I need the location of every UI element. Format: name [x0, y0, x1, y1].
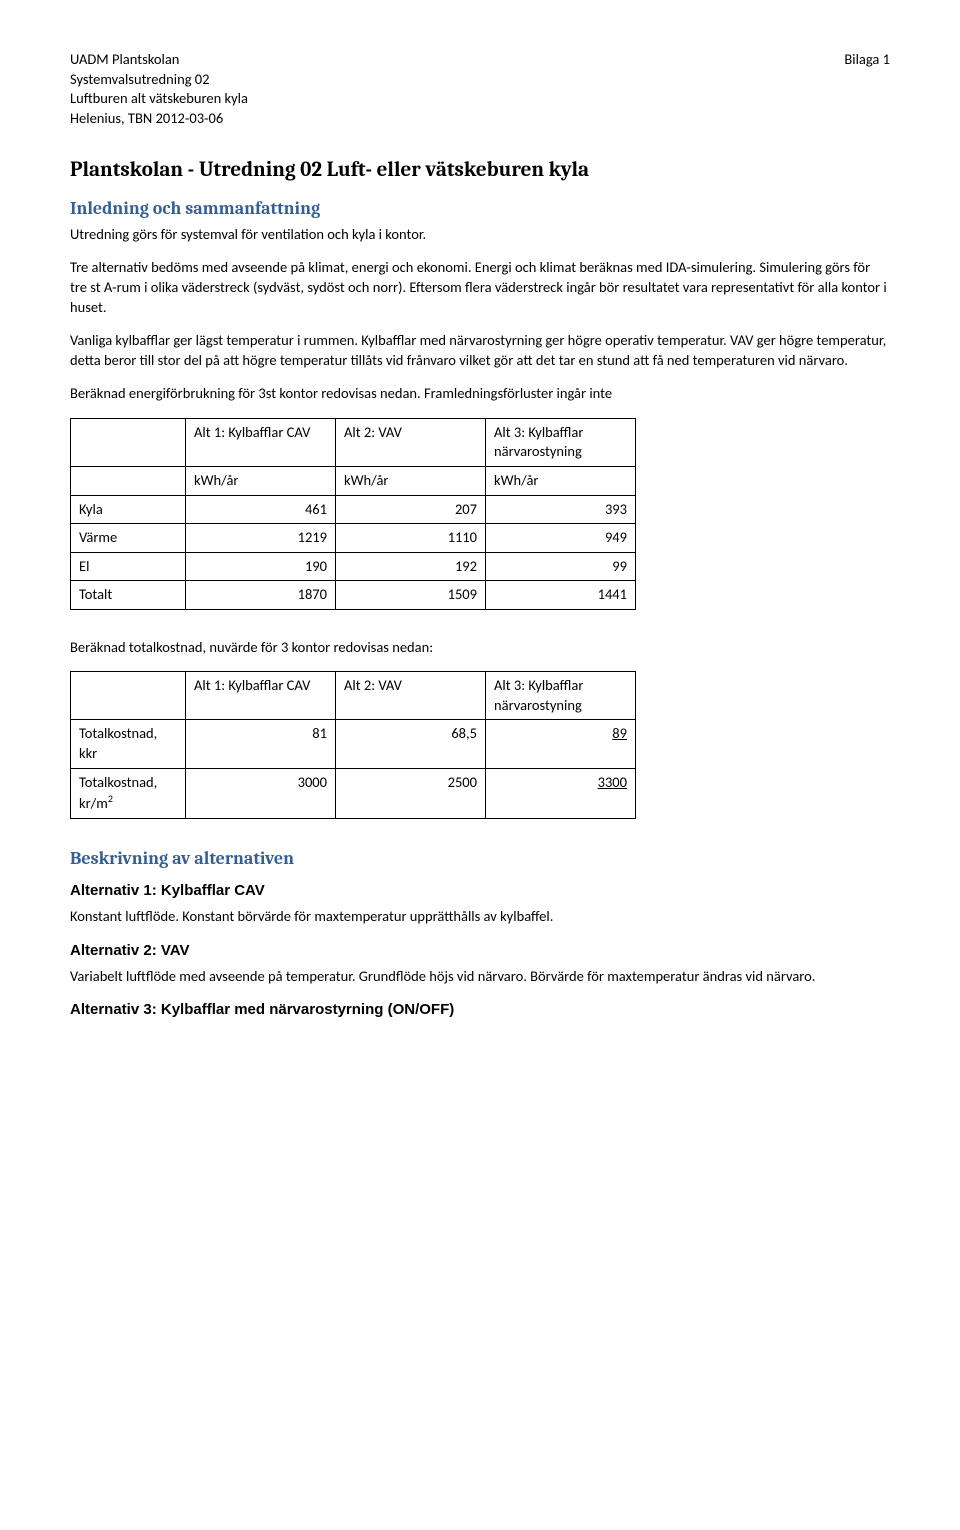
table-header-cell: Alt 3: Kylbafflar närvarostyning [486, 418, 636, 466]
paragraph-1: Utredning görs för systemval för ventila… [70, 225, 890, 245]
table-cell: 207 [336, 495, 486, 524]
document-title: Plantskolan - Utredning 02 Luft- eller v… [70, 156, 890, 184]
paragraph-2: Tre alternativ bedöms med avseende på kl… [70, 258, 890, 317]
table-unit-cell [71, 466, 186, 495]
section-heading-beskrivning: Beskrivning av alternativen [70, 847, 890, 871]
table-unit-cell: kWh/år [186, 466, 336, 495]
table-cell: 99 [486, 552, 636, 581]
table-header-cell [71, 418, 186, 466]
table-cell: 1219 [186, 524, 336, 553]
table-cell: 192 [336, 552, 486, 581]
alt1-heading: Alternativ 1: Kylbafflar CAV [70, 881, 890, 901]
document-header: UADM Plantskolan Systemvalsutredning 02 … [70, 50, 890, 128]
alt2-text: Variabelt luftflöde med avseende på temp… [70, 967, 890, 987]
table-header-cell: Alt 1: Kylbafflar CAV [186, 672, 336, 720]
paragraph-4: Beräknad energiförbrukning för 3st konto… [70, 384, 890, 404]
table-cell: 393 [486, 495, 636, 524]
paragraph-5: Beräknad totalkostnad, nuvärde för 3 kon… [70, 638, 890, 658]
table-header-cell: Alt 2: VAV [336, 418, 486, 466]
table-cell: 2500 [336, 768, 486, 818]
table-cell: 461 [186, 495, 336, 524]
table-cell: 1870 [186, 581, 336, 610]
alt1-text: Konstant luftflöde. Konstant börvärde fö… [70, 907, 890, 927]
table-cell: Värme [71, 524, 186, 553]
energy-table: Alt 1: Kylbafflar CAVAlt 2: VAVAlt 3: Ky… [70, 418, 636, 610]
table-cell: 1110 [336, 524, 486, 553]
header-right: Bilaga 1 [844, 50, 890, 128]
alt3-heading: Alternativ 3: Kylbafflar med närvarostyr… [70, 1000, 890, 1020]
table-cell: 190 [186, 552, 336, 581]
table-cell: 949 [486, 524, 636, 553]
header-line-4: Helenius, TBN 2012-03-06 [70, 109, 844, 129]
table-header-cell: Alt 3: Kylbafflar närvarostyning [486, 672, 636, 720]
table-cell: 89 [486, 720, 636, 768]
table-cell: 81 [186, 720, 336, 768]
alt2-heading: Alternativ 2: VAV [70, 941, 890, 961]
header-line-2: Systemvalsutredning 02 [70, 70, 844, 90]
header-line-1: UADM Plantskolan [70, 50, 844, 70]
table-unit-cell: kWh/år [336, 466, 486, 495]
table-header-cell [71, 672, 186, 720]
table-cell: Totalt [71, 581, 186, 610]
table-cell: Kyla [71, 495, 186, 524]
table-header-cell: Alt 2: VAV [336, 672, 486, 720]
table-cell: 3000 [186, 768, 336, 818]
header-left: UADM Plantskolan Systemvalsutredning 02 … [70, 50, 844, 128]
table-cell: 1441 [486, 581, 636, 610]
table-cell: 1509 [336, 581, 486, 610]
section-heading-inledning: Inledning och sammanfattning [70, 197, 890, 221]
table-header-cell: Alt 1: Kylbafflar CAV [186, 418, 336, 466]
header-line-3: Luftburen alt vätskeburen kyla [70, 89, 844, 109]
table-unit-cell: kWh/år [486, 466, 636, 495]
table-cell: 3300 [486, 768, 636, 818]
paragraph-3: Vanliga kylbafflar ger lägst temperatur … [70, 331, 890, 370]
cost-table: Alt 1: Kylbafflar CAVAlt 2: VAVAlt 3: Ky… [70, 671, 636, 818]
table-cell: 68,5 [336, 720, 486, 768]
table-row-label: Totalkostnad,kkr [71, 720, 186, 768]
table-cell: El [71, 552, 186, 581]
table-row-label: Totalkostnad,kr/m2 [71, 768, 186, 818]
